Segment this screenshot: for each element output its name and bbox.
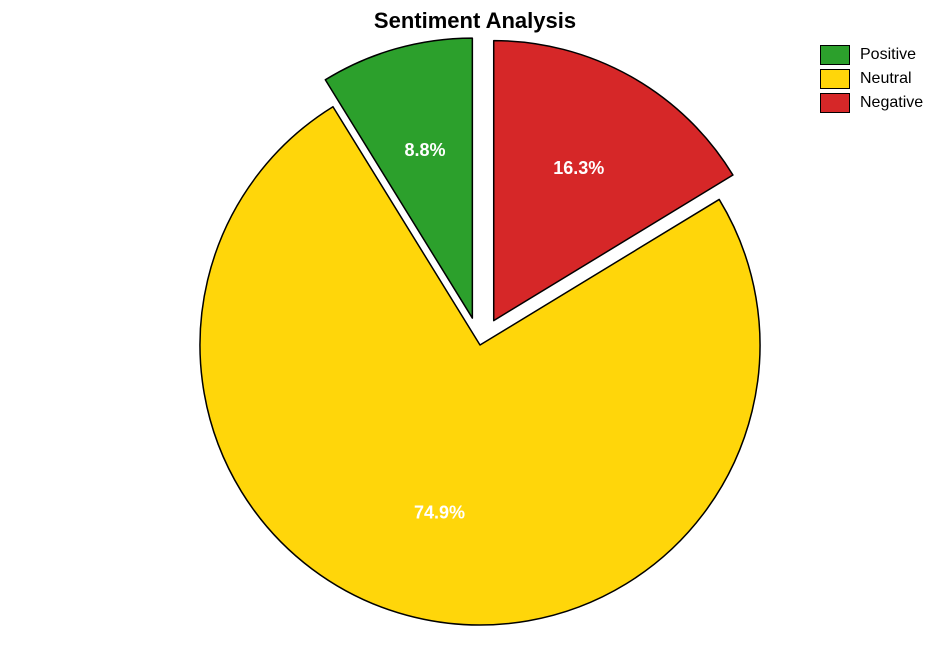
legend-item: Positive <box>820 45 923 65</box>
slice-label-positive: 8.8% <box>404 140 445 160</box>
legend-swatch <box>820 69 850 89</box>
slice-label-neutral: 74.9% <box>414 503 465 523</box>
legend-swatch <box>820 93 850 113</box>
legend-label: Neutral <box>860 71 912 87</box>
legend-label: Positive <box>860 47 916 63</box>
chart-container: { "chart": { "type": "pie", "title": "Se… <box>0 0 950 662</box>
legend-swatch <box>820 45 850 65</box>
legend-item: Negative <box>820 93 923 113</box>
legend: Positive Neutral Negative <box>820 45 923 117</box>
legend-item: Neutral <box>820 69 923 89</box>
slice-label-negative: 16.3% <box>553 158 604 178</box>
pie-chart: 8.8% 74.9% 16.3% <box>0 0 950 662</box>
legend-label: Negative <box>860 95 923 111</box>
